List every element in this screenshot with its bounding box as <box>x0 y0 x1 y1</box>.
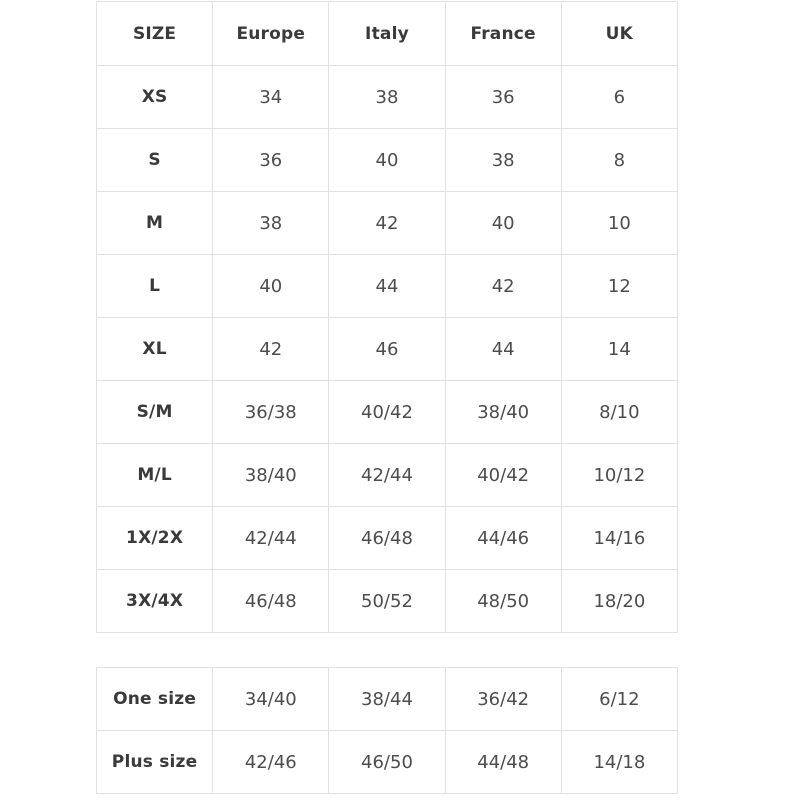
size-label-cell: XS <box>95 65 214 129</box>
size-value-cell: 42 <box>212 317 330 381</box>
size-value-cell: 12 <box>560 254 679 318</box>
special-sizes-table-body: One size 34/40 38/44 36/42 6/12 Plus size 42/4… <box>95 667 679 794</box>
size-value-cell: 42/44 <box>212 506 330 570</box>
size-value-cell: 14/18 <box>560 730 679 794</box>
column-header-size: SIZE <box>95 1 214 66</box>
size-value-cell: 46/50 <box>328 730 446 794</box>
size-value-cell: 38/44 <box>328 667 446 731</box>
size-value-cell: 14/16 <box>560 506 679 570</box>
size-value-cell: 44/48 <box>444 730 562 794</box>
size-value-cell: 10 <box>560 191 679 255</box>
size-label-cell: L <box>95 254 214 318</box>
table-row: XS 34 38 36 6 <box>95 65 679 129</box>
size-label-cell: S <box>95 128 214 192</box>
special-sizes-table: One size 34/40 38/44 36/42 6/12 Plus size 42/4… <box>95 667 679 794</box>
size-value-cell: 44 <box>328 254 446 318</box>
size-value-cell: 38 <box>444 128 562 192</box>
size-label-cell: M/L <box>95 443 214 507</box>
table-row: S 36 40 38 8 <box>95 128 679 192</box>
column-header-france: France <box>444 1 562 66</box>
column-header-italy: Italy <box>328 1 446 66</box>
size-value-cell: 46/48 <box>212 569 330 633</box>
size-value-cell: 36/38 <box>212 380 330 444</box>
size-value-cell: 38 <box>328 65 446 129</box>
size-value-cell: 44 <box>444 317 562 381</box>
size-value-cell: 36 <box>444 65 562 129</box>
table-row: S/M 36/38 40/42 38/40 8/10 <box>95 380 679 444</box>
size-value-cell: 34 <box>212 65 330 129</box>
size-value-cell: 40/42 <box>328 380 446 444</box>
size-value-cell: 40 <box>444 191 562 255</box>
size-label-cell: 3X/4X <box>95 569 214 633</box>
size-label-cell: M <box>95 191 214 255</box>
size-value-cell: 42 <box>328 191 446 255</box>
size-value-cell: 40 <box>212 254 330 318</box>
size-value-cell: 10/12 <box>560 443 679 507</box>
size-value-cell: 40 <box>328 128 446 192</box>
header-row: SIZE Europe Italy France UK <box>95 1 679 66</box>
size-value-cell: 42/46 <box>212 730 330 794</box>
size-label-cell: One size <box>95 667 214 731</box>
size-value-cell: 44/46 <box>444 506 562 570</box>
column-header-europe: Europe <box>212 1 330 66</box>
size-value-cell: 6 <box>560 65 679 129</box>
size-label-cell: Plus size <box>95 730 214 794</box>
table-row: L 40 44 42 12 <box>95 254 679 318</box>
size-value-cell: 48/50 <box>444 569 562 633</box>
size-value-cell: 18/20 <box>560 569 679 633</box>
size-value-cell: 38/40 <box>212 443 330 507</box>
size-value-cell: 8/10 <box>560 380 679 444</box>
size-value-cell: 46 <box>328 317 446 381</box>
table-row: M/L 38/40 42/44 40/42 10/12 <box>95 443 679 507</box>
table-row: 1X/2X 42/44 46/48 44/46 14/16 <box>95 506 679 570</box>
size-value-cell: 38/40 <box>444 380 562 444</box>
conversion-table-body: XS 34 38 36 6 S 36 40 38 8 M 38 42 40 10 L 40 44 42 12 XL 42 4… <box>95 65 679 633</box>
size-conversion-table: SIZE Europe Italy France UK XS 34 38 36 6 S 36… <box>95 1 679 633</box>
size-value-cell: 14 <box>560 317 679 381</box>
size-label-cell: S/M <box>95 380 214 444</box>
table-row: Plus size 42/46 46/50 44/48 14/18 <box>95 730 679 794</box>
table-row: XL 42 46 44 14 <box>95 317 679 381</box>
size-value-cell: 42 <box>444 254 562 318</box>
size-value-cell: 50/52 <box>328 569 446 633</box>
size-value-cell: 6/12 <box>560 667 679 731</box>
size-value-cell: 36/42 <box>444 667 562 731</box>
size-value-cell: 42/44 <box>328 443 446 507</box>
table-row: One size 34/40 38/44 36/42 6/12 <box>95 667 679 731</box>
table-row: 3X/4X 46/48 50/52 48/50 18/20 <box>95 569 679 633</box>
column-header-uk: UK <box>560 1 679 66</box>
size-value-cell: 8 <box>560 128 679 192</box>
size-label-cell: XL <box>95 317 214 381</box>
table-row: M 38 42 40 10 <box>95 191 679 255</box>
size-value-cell: 38 <box>212 191 330 255</box>
conversion-table-header: SIZE Europe Italy France UK <box>95 1 679 66</box>
size-value-cell: 40/42 <box>444 443 562 507</box>
size-value-cell: 46/48 <box>328 506 446 570</box>
size-label-cell: 1X/2X <box>95 506 214 570</box>
size-value-cell: 34/40 <box>212 667 330 731</box>
size-value-cell: 36 <box>212 128 330 192</box>
